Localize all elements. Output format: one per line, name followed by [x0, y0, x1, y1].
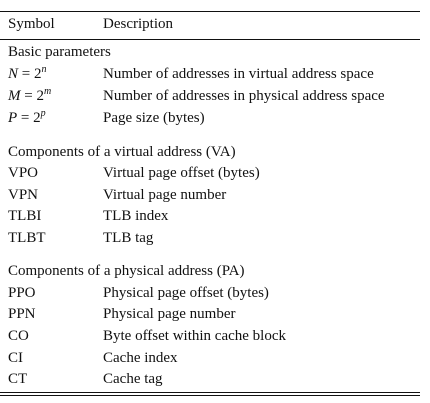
table-row: PPO Physical page offset (bytes) — [0, 283, 420, 304]
section-title-virtual-address: Components of a virtual address (VA) — [8, 144, 236, 160]
row-description: Byte offset within cache block — [103, 328, 287, 344]
table-header: Symbol Description — [0, 14, 420, 35]
table-row: PPN Physical page number — [0, 304, 420, 325]
row-symbol: CI — [8, 350, 23, 366]
table-row: CI Cache index — [0, 348, 420, 369]
table-row: CT Cache tag — [0, 369, 420, 390]
section-title-physical-address: Components of a physical address (PA) — [8, 263, 245, 279]
row-symbol: CT — [8, 371, 28, 387]
row-description: Number of addresses in virtual address s… — [103, 66, 374, 82]
row-symbol: N = 2n — [8, 64, 47, 83]
table-row: TLBI TLB index — [0, 206, 420, 227]
table-row: M = 2m Number of addresses in physical a… — [0, 86, 420, 107]
row-symbol: M = 2m — [8, 86, 52, 105]
row-symbol: P = 2p — [8, 108, 46, 127]
table-row: VPO Virtual page offset (bytes) — [0, 163, 420, 184]
row-description: Physical page offset (bytes) — [103, 285, 269, 301]
header-description: Description — [103, 16, 173, 32]
row-description: TLB index — [103, 208, 169, 224]
table-row: N = 2n Number of addresses in virtual ad… — [0, 64, 420, 85]
table-row: TLBT TLB tag — [0, 228, 420, 249]
row-description: TLB tag — [103, 230, 154, 246]
row-symbol: CO — [8, 328, 29, 344]
row-description: Page size (bytes) — [103, 110, 205, 126]
row-symbol: TLBT — [8, 230, 46, 246]
row-symbol: PPN — [8, 306, 36, 322]
row-description: Virtual page number — [103, 187, 227, 203]
table-row: P = 2p Page size (bytes) — [0, 108, 420, 129]
header-symbol: Symbol — [8, 16, 55, 32]
row-description: Cache tag — [103, 371, 163, 387]
row-description: Physical page number — [103, 306, 236, 322]
row-description: Virtual page offset (bytes) — [103, 165, 260, 181]
table-row: CO Byte offset within cache block — [0, 326, 420, 347]
table-row: VPN Virtual page number — [0, 185, 420, 206]
row-symbol: PPO — [8, 285, 36, 301]
bottom-rule — [0, 392, 420, 393]
row-symbol: VPN — [8, 187, 39, 203]
row-description: Number of addresses in physical address … — [103, 88, 385, 104]
header-rule — [0, 39, 420, 40]
row-description: Cache index — [103, 350, 178, 366]
top-rule — [0, 11, 420, 12]
row-symbol: TLBI — [8, 208, 42, 224]
section-title-basic-parameters: Basic parameters — [8, 44, 111, 60]
bottom-rule-double — [0, 395, 420, 396]
row-symbol: VPO — [8, 165, 39, 181]
